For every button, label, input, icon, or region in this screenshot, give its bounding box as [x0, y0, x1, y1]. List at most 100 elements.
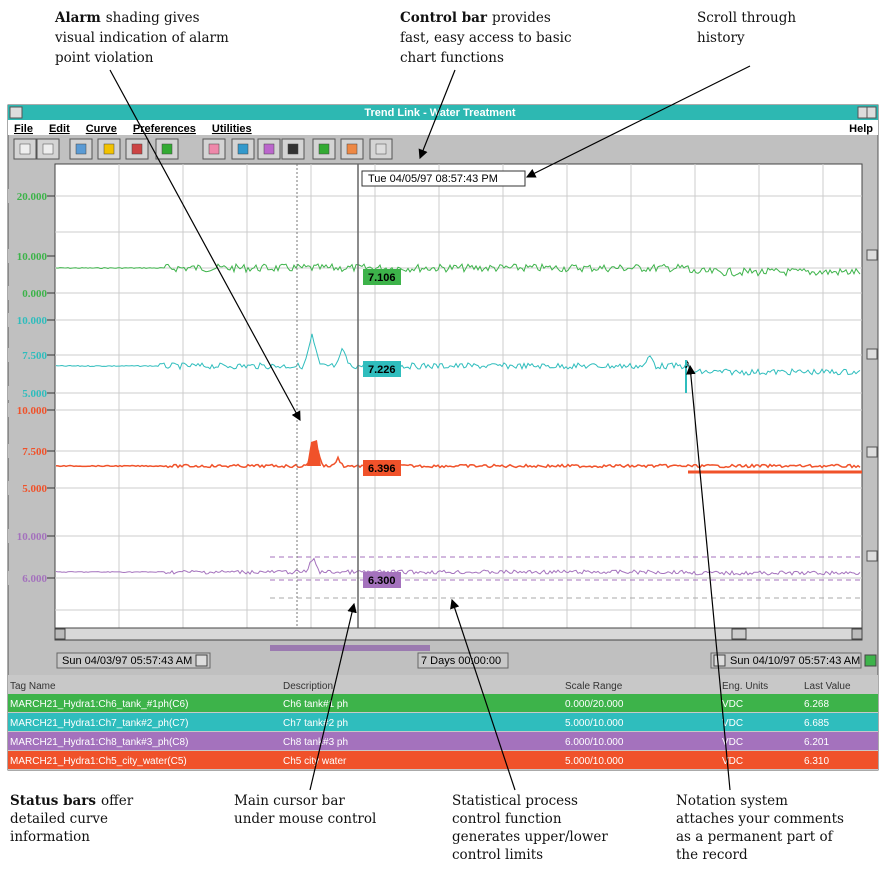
toolbar-icon [161, 143, 173, 155]
curve-icon[interactable] [866, 550, 878, 562]
table-header: Description [283, 681, 333, 692]
toolbar-icon [346, 143, 358, 155]
status-bar[interactable] [8, 713, 878, 731]
menu-item[interactable]: Preferences [133, 123, 196, 135]
axis-label: 10.000 [17, 251, 48, 263]
end-button[interactable] [713, 654, 726, 667]
menu-item[interactable]: File [14, 123, 33, 135]
menu-bar [8, 120, 878, 135]
toolbar-icon [19, 143, 31, 155]
axis-label: 10.000 [17, 531, 48, 543]
scroll-left[interactable] [54, 628, 66, 640]
note-icon: ♪ [684, 356, 691, 371]
chart-area [54, 163, 863, 629]
table-cell: Ch8 tank#3 ph [283, 737, 348, 748]
axis-label: 20.000 [17, 191, 48, 203]
table-cell: 6.310 [804, 756, 829, 767]
axis-label-bg [8, 286, 50, 300]
cursor-value-box [363, 269, 401, 285]
system-menu[interactable] [9, 106, 23, 119]
toolbar-icon [131, 143, 143, 155]
table-cell: Ch5 city water [283, 756, 347, 767]
table-cell: MARCH21_Hydra1:Ch8_tank#3_ph(C8) [10, 737, 188, 748]
trace [55, 333, 861, 376]
table-header: Last Value [804, 681, 851, 692]
curve-icon[interactable] [866, 348, 878, 360]
callout: attaches your comments [676, 811, 844, 827]
callout: chart functions [400, 50, 504, 66]
span-box [417, 652, 509, 669]
cursor-value: 6.300 [368, 575, 396, 587]
span: 7 Days 00:00:00 [421, 655, 501, 667]
trace [55, 557, 861, 576]
callout: detailed curve [10, 811, 108, 827]
curve-icon[interactable] [866, 249, 878, 261]
status-bar[interactable] [8, 732, 878, 750]
callout: Status bars offer [10, 793, 134, 809]
menu-item[interactable]: Help [849, 123, 873, 135]
trace [55, 444, 861, 469]
table-cell: 6.268 [804, 699, 829, 710]
cursor-value: 7.106 [368, 272, 396, 284]
cursor-value: 7.226 [368, 364, 396, 376]
span-indicator [270, 645, 430, 651]
callout: point violation [55, 50, 154, 66]
window-title: Trend Link - Water Treatment [364, 107, 516, 119]
table-header: Eng. Units [722, 681, 768, 692]
callout: Statistical process [452, 793, 578, 809]
menu-item[interactable]: Edit [49, 123, 70, 135]
minimize[interactable] [857, 106, 868, 119]
curve-icon[interactable] [866, 446, 878, 458]
table-cell: 5.000/10.000 [565, 718, 624, 729]
callout: Scroll through [697, 10, 796, 26]
start-button[interactable] [195, 654, 208, 667]
axis-label: 5.000 [22, 483, 47, 495]
table-cell: 5.000/10.000 [565, 756, 624, 767]
axis-label: 7.500 [22, 446, 47, 458]
axis-label-bg [8, 403, 50, 417]
toolbar-icon [263, 143, 275, 155]
callout: the record [676, 847, 748, 863]
table-cell: 0.000/20.000 [565, 699, 624, 710]
axis-label-bg [8, 348, 50, 362]
callout: Control bar provides [400, 10, 551, 26]
cursor-value-box [363, 572, 401, 588]
cursor-value: 6.396 [368, 463, 396, 475]
axis-label: 7.500 [22, 350, 47, 362]
table-cell: MARCH21_Hydra1:Ch6_tank_#1ph(C6) [10, 699, 188, 710]
callout: fast, easy access to basic [400, 30, 572, 46]
alarm-shading [307, 440, 321, 466]
toolbar-icon [287, 143, 299, 155]
callout: information [10, 829, 90, 845]
status-bar[interactable] [8, 694, 878, 712]
axis-label-bg [8, 571, 50, 585]
callout: Main cursor bar [234, 793, 345, 809]
axis-label-bg [8, 189, 50, 203]
scroll-right[interactable] [851, 628, 863, 640]
table-cell: 6.685 [804, 718, 829, 729]
scroll-thumb[interactable] [731, 628, 747, 640]
status-button[interactable] [864, 654, 877, 667]
menu-item[interactable]: Utilities [212, 123, 252, 135]
axis-label-bg [8, 249, 50, 263]
axis-label: 10.000 [17, 315, 48, 327]
callout: history [697, 30, 745, 46]
table-cell: VDC [722, 699, 743, 710]
table-cell: Ch7 tank#2 ph [283, 718, 348, 729]
callout: visual indication of alarm [54, 30, 229, 46]
toolbar-icon [237, 143, 249, 155]
start-time: Sun 04/03/97 05:57:43 AM [62, 655, 192, 667]
maximize[interactable] [866, 106, 877, 119]
callout: Alarm shading gives [54, 10, 200, 26]
table-cell: VDC [722, 718, 743, 729]
table-cell: VDC [722, 737, 743, 748]
axis-label-bg [8, 444, 50, 458]
table-cell: MARCH21_Hydra1:Ch5_city_water(C5) [10, 756, 187, 767]
callout: under mouse control [234, 811, 376, 827]
callout: control function [452, 811, 562, 827]
callout: as a permanent part of [676, 829, 834, 845]
menu-item[interactable]: Curve [86, 123, 117, 135]
status-bar[interactable] [8, 751, 878, 769]
axis-label: 6.000 [22, 573, 47, 585]
